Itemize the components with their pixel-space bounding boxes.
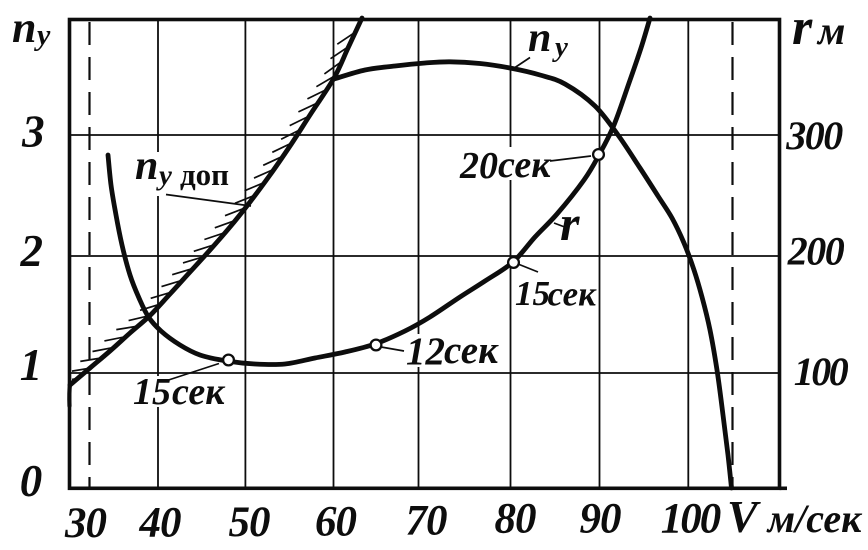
svg-text:сек: сек bbox=[172, 371, 226, 413]
svg-text:20: 20 bbox=[459, 145, 498, 187]
svg-text:1: 1 bbox=[20, 340, 43, 390]
svg-text:V м/сек: V м/сек bbox=[727, 491, 863, 542]
svg-text:90: 90 bbox=[580, 496, 622, 543]
svg-text:12: 12 bbox=[406, 330, 445, 373]
svg-text:у: у bbox=[34, 19, 51, 52]
svg-text:r: r bbox=[560, 195, 580, 251]
svg-text:сек: сек bbox=[498, 144, 552, 186]
svg-text:у: у bbox=[552, 31, 568, 63]
svg-text:n: n bbox=[12, 3, 36, 52]
svg-text:2: 2 bbox=[20, 226, 44, 276]
svg-text:доп: доп bbox=[180, 157, 229, 192]
svg-text:15: 15 bbox=[133, 371, 171, 413]
svg-text:15: 15 bbox=[515, 274, 550, 313]
svg-text:м: м bbox=[816, 8, 845, 53]
svg-text:30: 30 bbox=[64, 500, 107, 547]
svg-text:80: 80 bbox=[495, 496, 537, 543]
svg-text:n: n bbox=[528, 15, 551, 61]
svg-text:40: 40 bbox=[139, 500, 182, 547]
svg-text:100: 100 bbox=[661, 496, 721, 543]
svg-text:60: 60 bbox=[315, 499, 357, 546]
svg-text:сек: сек bbox=[444, 329, 499, 372]
svg-text:0: 0 bbox=[20, 456, 43, 506]
svg-text:у: у bbox=[156, 160, 172, 192]
svg-text:50: 50 bbox=[229, 499, 271, 546]
svg-text:70: 70 bbox=[406, 498, 448, 545]
svg-text:сек: сек bbox=[548, 275, 598, 314]
svg-text:n: n bbox=[135, 143, 158, 189]
svg-text:r: r bbox=[792, 0, 813, 56]
svg-text:3: 3 bbox=[21, 107, 45, 157]
svg-text:100: 100 bbox=[794, 349, 849, 394]
svg-text:300: 300 bbox=[785, 113, 843, 158]
svg-text:200: 200 bbox=[787, 229, 845, 274]
